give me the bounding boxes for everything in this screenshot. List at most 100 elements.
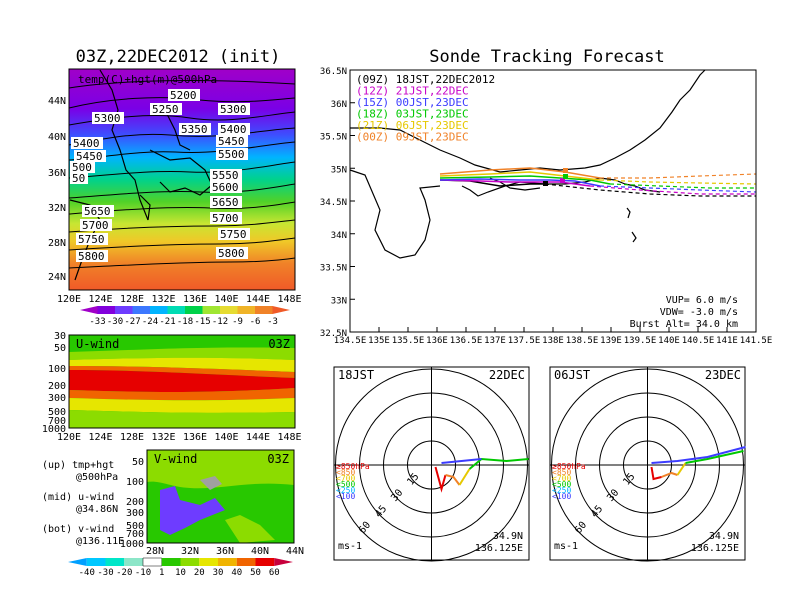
lat-tick-label: 36N bbox=[48, 168, 66, 179]
pressure-tick-label: 500 bbox=[126, 521, 144, 532]
uwind-band-surface bbox=[69, 410, 295, 428]
contour-label: 500 bbox=[72, 161, 92, 174]
pressure-tick-label: 100 bbox=[126, 477, 144, 488]
lon-tick-label: 139.5E bbox=[624, 336, 657, 346]
contour-label-bg bbox=[70, 172, 88, 184]
wind-colorbar-tick: 10 bbox=[175, 568, 186, 578]
vdw-text: VDW= -3.0 m/s bbox=[660, 307, 738, 318]
hodograph-lon: 136.125E bbox=[691, 543, 739, 554]
vwind-frame bbox=[146, 449, 295, 544]
lat-tick-label: 32N bbox=[48, 203, 66, 214]
uwind-band-low bbox=[69, 388, 295, 401]
hodograph-trace bbox=[651, 446, 746, 464]
lat-tick-label: 34N bbox=[331, 231, 347, 241]
run-legend-entry: (00Z) 09JST,23DEC bbox=[356, 131, 469, 144]
lat-tick-label: 32.5N bbox=[320, 329, 347, 339]
lon-tick-label: 148E bbox=[277, 294, 301, 305]
lat-tick-label: 40N bbox=[48, 132, 66, 143]
lat-tick-label: 35.5N bbox=[320, 133, 347, 143]
lon-tick-label: 140.5E bbox=[682, 336, 715, 346]
tracking-map-bg bbox=[350, 70, 756, 332]
lon-tick-label: 124E bbox=[88, 432, 112, 443]
hodograph-trace bbox=[434, 466, 447, 493]
pressure-tick-label: 200 bbox=[48, 381, 66, 392]
wind-colorbar-swatch bbox=[161, 558, 181, 566]
contour-label: 5300 bbox=[220, 103, 247, 116]
track-line-dashed bbox=[589, 185, 756, 195]
contour-label-bg bbox=[210, 196, 242, 208]
track-line-dashed bbox=[599, 179, 757, 185]
run-legend-entry: (12Z) 21JST,22DEC bbox=[356, 85, 469, 98]
burst-point-marker bbox=[543, 181, 548, 186]
contour-label: 5800 bbox=[78, 250, 105, 263]
contour-label: 5800 bbox=[218, 247, 245, 260]
legend-bot-2: @136.11E bbox=[76, 536, 124, 547]
temp-colorbar-swatch bbox=[167, 306, 185, 314]
lat-tick-label: 28N bbox=[146, 546, 164, 557]
hodograph-level-legend: <700 bbox=[552, 474, 571, 483]
contour-label-bg bbox=[216, 135, 248, 147]
track-line-solid bbox=[439, 175, 611, 185]
lon-tick-label: 137.5E bbox=[508, 336, 541, 346]
lat-tick-label: 44N bbox=[286, 546, 304, 557]
burst-point-marker bbox=[563, 174, 568, 179]
lon-tick-label: 135.5E bbox=[392, 336, 425, 346]
hodograph-level-legend: <100 bbox=[552, 492, 571, 501]
contour-label-bg bbox=[71, 137, 103, 149]
contour-label-bg bbox=[218, 228, 250, 240]
contour-label-bg bbox=[76, 233, 108, 245]
hodograph-level-legend: <500 bbox=[552, 480, 571, 489]
lat-tick-label: 44N bbox=[48, 96, 66, 107]
lon-tick-label: 124E bbox=[88, 294, 112, 305]
lon-tick-label: 148E bbox=[277, 432, 301, 443]
temp-map-title: 03Z,22DEC2012 (init) bbox=[76, 47, 281, 67]
temp-colorbar-swatch bbox=[150, 306, 168, 314]
track-run-legend: (09Z) 18JST,22DEC2012(12Z) 21JST,22DEC(1… bbox=[356, 73, 495, 144]
temp-colorbar-tick: -33 bbox=[89, 317, 105, 327]
vwind-lat-ticks: 28N 32N 36N 40N 44N bbox=[146, 546, 304, 557]
lon-tick-label: 140E bbox=[214, 294, 238, 305]
lon-tick-label: 136E bbox=[183, 294, 207, 305]
temp-colorbar-tick: -27 bbox=[124, 317, 140, 327]
hodograph-level-legend: <700 bbox=[336, 474, 355, 483]
vwind-time: 03Z bbox=[267, 452, 289, 466]
contour-label-bg bbox=[150, 103, 182, 115]
lon-tick-label: 137E bbox=[484, 336, 506, 346]
hodograph-trace bbox=[676, 462, 687, 476]
lon-tick-label: 134.5E bbox=[334, 336, 367, 346]
temp-colorbar-tick: -18 bbox=[177, 317, 193, 327]
uwind-time: 03Z bbox=[268, 337, 290, 351]
pressure-tick-label: 300 bbox=[48, 393, 66, 404]
hodograph-level-legend: ≥850hPa bbox=[336, 462, 370, 471]
contour-label: 5400 bbox=[220, 123, 247, 136]
contour-label-bg bbox=[70, 161, 95, 173]
contour-label-bg bbox=[210, 181, 242, 193]
contour-label: 5600 bbox=[212, 181, 239, 194]
lon-tick-label: 132E bbox=[151, 294, 175, 305]
legend-mid-1: (mid) u-wind bbox=[42, 492, 114, 503]
temp-colorbar-tick: -9 bbox=[232, 317, 243, 327]
wind-colorbar-tick: -30 bbox=[97, 568, 113, 578]
pressure-tick-label: 50 bbox=[132, 457, 144, 468]
wind-colorbar-tick: 1 bbox=[159, 568, 164, 578]
contour-label: 5400 bbox=[73, 137, 100, 150]
lon-tick-label: 139E bbox=[600, 336, 622, 346]
temp-colorbar-swatch bbox=[80, 306, 98, 314]
track-line-solid bbox=[439, 167, 601, 179]
wind-colorbar-tick: -40 bbox=[79, 568, 95, 578]
wind-colorbar-swatch bbox=[105, 558, 125, 566]
temp-colorbar-swatch bbox=[202, 306, 220, 314]
wind-colorbar-tick: -20 bbox=[116, 568, 132, 578]
temp-colorbar: -33 -30 -27 -24 -21 -18 -15 -12 -9 -6 -3 bbox=[80, 306, 290, 327]
temp-colorbar-tick: -3 bbox=[267, 317, 278, 327]
lon-tick-label: 128E bbox=[120, 294, 144, 305]
legend-bot-1: (bot) v-wind bbox=[42, 524, 114, 535]
pressure-tick-label: 700 bbox=[48, 416, 66, 427]
lat-tick-label: 33N bbox=[331, 296, 347, 306]
uwind-band-10 bbox=[69, 347, 295, 360]
wind-colorbar: -40 -30 -20 -10 1 10 20 30 40 50 60 bbox=[68, 557, 293, 578]
